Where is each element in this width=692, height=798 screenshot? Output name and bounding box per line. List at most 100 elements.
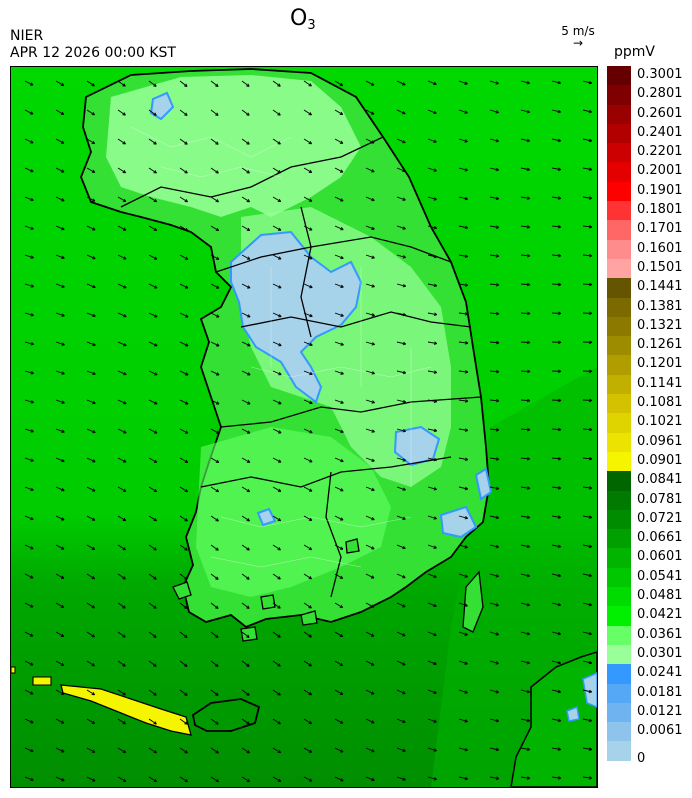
wind-arrow-icon — [117, 689, 126, 696]
wind-arrow-icon — [458, 109, 468, 114]
wind-arrow-icon — [427, 254, 437, 258]
wind-arrow-icon — [303, 428, 313, 434]
legend-bin: 0.1601 — [607, 239, 687, 259]
wind-arrow-head-icon — [277, 778, 282, 782]
wind-arrow-icon — [334, 602, 343, 608]
wind-arrow-icon — [334, 370, 344, 375]
wind-arrow-icon — [396, 225, 406, 230]
wind-arrow-icon — [458, 370, 468, 373]
wind-arrow-head-icon — [464, 457, 469, 461]
wind-arrow-icon — [148, 544, 157, 551]
wind-arrow-icon — [551, 660, 561, 664]
wind-arrow-head-icon — [30, 662, 34, 666]
wind-arrow-icon — [458, 718, 468, 723]
wind-arrow-head-icon — [402, 575, 406, 579]
wind-arrow-icon — [86, 515, 96, 521]
wind-arrow-head-icon — [154, 314, 158, 318]
wind-arrow-head-icon — [184, 663, 188, 667]
wind-arrow-icon — [272, 109, 281, 116]
wind-arrow-icon — [582, 283, 593, 286]
wind-arrow-head-icon — [433, 428, 438, 433]
wind-arrow-head-icon — [371, 691, 375, 695]
wind-arrow-head-icon — [526, 602, 530, 607]
wind-arrow-icon — [24, 399, 34, 403]
wind-arrow-icon — [24, 341, 34, 345]
wind-arrow-head-icon — [215, 141, 219, 145]
legend-swatch — [607, 741, 631, 761]
wind-arrow-icon — [489, 370, 500, 373]
wind-arrow-head-icon — [371, 169, 375, 173]
wind-arrow-icon — [582, 515, 592, 518]
wind-arrow-head-icon — [402, 283, 407, 288]
wind-arrow-head-icon — [277, 663, 281, 667]
wind-arrow-head-icon — [277, 227, 282, 231]
wind-arrow-icon — [55, 341, 65, 346]
wind-arrow-icon — [365, 602, 375, 608]
wind-arrow-icon — [396, 254, 406, 258]
wind-arrow-icon — [582, 457, 592, 460]
wind-arrow-head-icon — [495, 574, 499, 578]
wind-arrow-icon — [334, 399, 344, 404]
wind-arrow-icon — [55, 631, 64, 637]
legend-label: 0.2001 — [637, 163, 683, 179]
wind-arrow-icon — [210, 689, 219, 696]
wind-arrow-icon — [427, 776, 437, 780]
wind-arrow-head-icon — [464, 225, 469, 230]
wind-arrow-head-icon — [402, 458, 406, 462]
wind-arrow-head-icon — [588, 138, 593, 143]
wind-arrow-icon — [241, 138, 250, 145]
wind-arrow-head-icon — [122, 634, 126, 638]
wind-arrow-head-icon — [60, 111, 65, 115]
wind-arrow-icon — [520, 196, 530, 200]
wind-arrow-icon — [365, 167, 375, 173]
wind-arrow-head-icon — [185, 314, 189, 318]
legend-bin: 0.2001 — [607, 162, 687, 182]
wind-arrow-icon — [148, 747, 157, 754]
wind-arrow-head-icon — [526, 632, 530, 636]
wind-arrow-icon — [272, 602, 281, 609]
wind-arrow-head-icon — [588, 776, 593, 780]
legend-label: 0.0361 — [637, 626, 683, 642]
wind-arrow-head-icon — [278, 343, 282, 347]
wind-arrow-icon — [520, 631, 530, 635]
wind-arrow-icon — [303, 602, 312, 609]
wind-arrow-icon — [272, 776, 282, 782]
wind-arrow-head-icon — [371, 429, 375, 433]
wind-arrow-head-icon — [340, 400, 344, 404]
wind-arrow-head-icon — [215, 576, 219, 580]
legend-swatch — [607, 201, 631, 221]
legend-bin: 0.0181 — [607, 683, 687, 703]
wind-arrow-head-icon — [308, 605, 312, 609]
legend-swatch — [607, 239, 631, 259]
legend-bin: 0.1701 — [607, 220, 687, 240]
wind-arrow-icon — [334, 225, 344, 231]
wind-arrow-icon — [458, 457, 468, 461]
legend-bin: 0.1081 — [607, 394, 687, 414]
japan-low-o3-2 — [566, 705, 580, 722]
wind-arrow-head-icon — [61, 371, 65, 375]
wind-arrow-icon — [303, 312, 313, 317]
wind-arrow-icon — [55, 718, 65, 724]
legend-swatch — [607, 181, 631, 202]
wind-arrow-icon — [520, 167, 530, 171]
wind-arrow-head-icon — [558, 369, 562, 374]
wind-arrow-head-icon — [91, 112, 95, 116]
wind-arrow-head-icon — [215, 605, 219, 609]
wind-arrow-head-icon — [30, 691, 34, 695]
wind-arrow-head-icon — [153, 663, 157, 667]
wind-arrow-icon — [148, 109, 157, 116]
wind-arrow-icon — [427, 457, 437, 461]
legend-bin: 0.0421 — [607, 606, 687, 626]
wind-arrow-head-icon — [433, 110, 437, 115]
wind-arrow-icon — [179, 167, 188, 174]
legend-swatch — [607, 471, 631, 491]
wind-arrow-head-icon — [464, 341, 469, 345]
wind-arrow-head-icon — [464, 81, 468, 85]
wind-arrow-head-icon — [495, 776, 500, 780]
wind-arrow-head-icon — [91, 517, 96, 521]
wind-arrow-head-icon — [247, 314, 251, 318]
legend-label: 0.1201 — [637, 356, 683, 372]
wind-arrow-icon — [179, 399, 189, 405]
wind-arrow-head-icon — [558, 311, 562, 316]
wind-arrow-icon — [210, 109, 219, 116]
